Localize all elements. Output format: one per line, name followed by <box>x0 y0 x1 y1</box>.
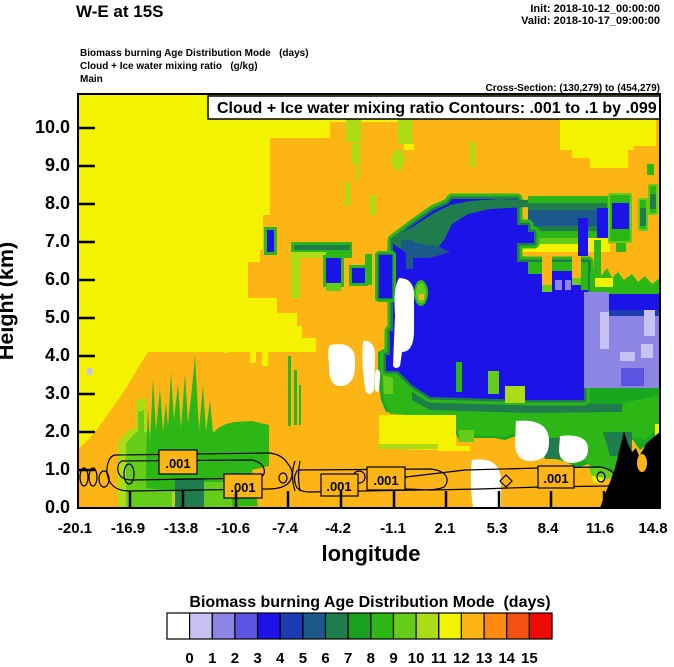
svg-text:3: 3 <box>253 650 261 667</box>
svg-text:7.0: 7.0 <box>45 231 70 251</box>
svg-text:longitude: longitude <box>322 541 421 566</box>
svg-text:Cloud + Ice water mixing ratio: Cloud + Ice water mixing ratio Contours:… <box>217 100 657 117</box>
svg-text:5.0: 5.0 <box>45 307 70 327</box>
svg-text:14: 14 <box>498 650 515 667</box>
svg-text:15: 15 <box>521 650 538 667</box>
svg-text:2.0: 2.0 <box>45 421 70 441</box>
svg-text:Cloud + Ice water mixing ratio: Cloud + Ice water mixing ratio (g/kg) <box>80 61 258 72</box>
svg-text:2: 2 <box>231 650 239 667</box>
svg-text:5.3: 5.3 <box>487 520 508 537</box>
svg-text:4: 4 <box>276 650 285 667</box>
svg-text:6: 6 <box>321 650 329 667</box>
svg-text:Main: Main <box>80 74 103 85</box>
svg-text:Cross-Section: (130,279) to (4: Cross-Section: (130,279) to (454,279) <box>485 83 660 94</box>
svg-text:10: 10 <box>408 650 425 667</box>
svg-text:.001: .001 <box>543 471 568 486</box>
svg-text:-1.1: -1.1 <box>380 520 406 537</box>
svg-text:-16.9: -16.9 <box>111 520 145 537</box>
svg-text:-4.2: -4.2 <box>325 520 351 537</box>
svg-text:.001: .001 <box>326 479 351 494</box>
svg-text:0: 0 <box>185 650 193 667</box>
svg-text:1.0: 1.0 <box>45 459 70 479</box>
svg-text:10.0: 10.0 <box>35 117 70 137</box>
svg-text:-10.6: -10.6 <box>216 520 250 537</box>
svg-text:4.0: 4.0 <box>45 345 70 365</box>
svg-text:Init: 2018-10-12_00:00:00: Init: 2018-10-12_00:00:00 <box>530 3 660 15</box>
svg-text:1: 1 <box>208 650 216 667</box>
svg-text:8.0: 8.0 <box>45 193 70 213</box>
svg-text:11: 11 <box>431 650 447 667</box>
svg-text:.001: .001 <box>230 480 255 495</box>
svg-text:11.6: 11.6 <box>586 520 614 537</box>
svg-text:9: 9 <box>389 650 397 667</box>
svg-text:14.8: 14.8 <box>638 520 667 537</box>
svg-text:12: 12 <box>453 650 470 667</box>
svg-text:3.0: 3.0 <box>45 383 70 403</box>
svg-text:W-E at 15S: W-E at 15S <box>76 2 164 21</box>
svg-text:0.0: 0.0 <box>45 497 70 517</box>
svg-text:13: 13 <box>476 650 493 667</box>
svg-text:8.4: 8.4 <box>538 520 560 537</box>
svg-text:.001: .001 <box>373 473 398 488</box>
svg-text:-7.4: -7.4 <box>272 520 299 537</box>
svg-text:7: 7 <box>344 650 352 667</box>
svg-text:Height (km): Height (km) <box>0 242 18 360</box>
svg-text:-20.1: -20.1 <box>58 520 92 537</box>
svg-text:Biomass burning Age Distributi: Biomass burning Age Distribution Mode (d… <box>189 594 550 611</box>
svg-text:9.0: 9.0 <box>45 155 70 175</box>
svg-text:Valid: 2018-10-17_09:00:00: Valid: 2018-10-17_09:00:00 <box>521 15 660 27</box>
svg-text:8: 8 <box>367 650 375 667</box>
svg-text:Biomass burning Age Distributi: Biomass burning Age Distribution Mode (d… <box>80 48 309 59</box>
svg-text:2.1: 2.1 <box>435 520 456 537</box>
svg-text:5: 5 <box>299 650 307 667</box>
svg-text:-13.8: -13.8 <box>164 520 198 537</box>
svg-text:6.0: 6.0 <box>45 269 70 289</box>
svg-text:.001: .001 <box>165 456 190 471</box>
